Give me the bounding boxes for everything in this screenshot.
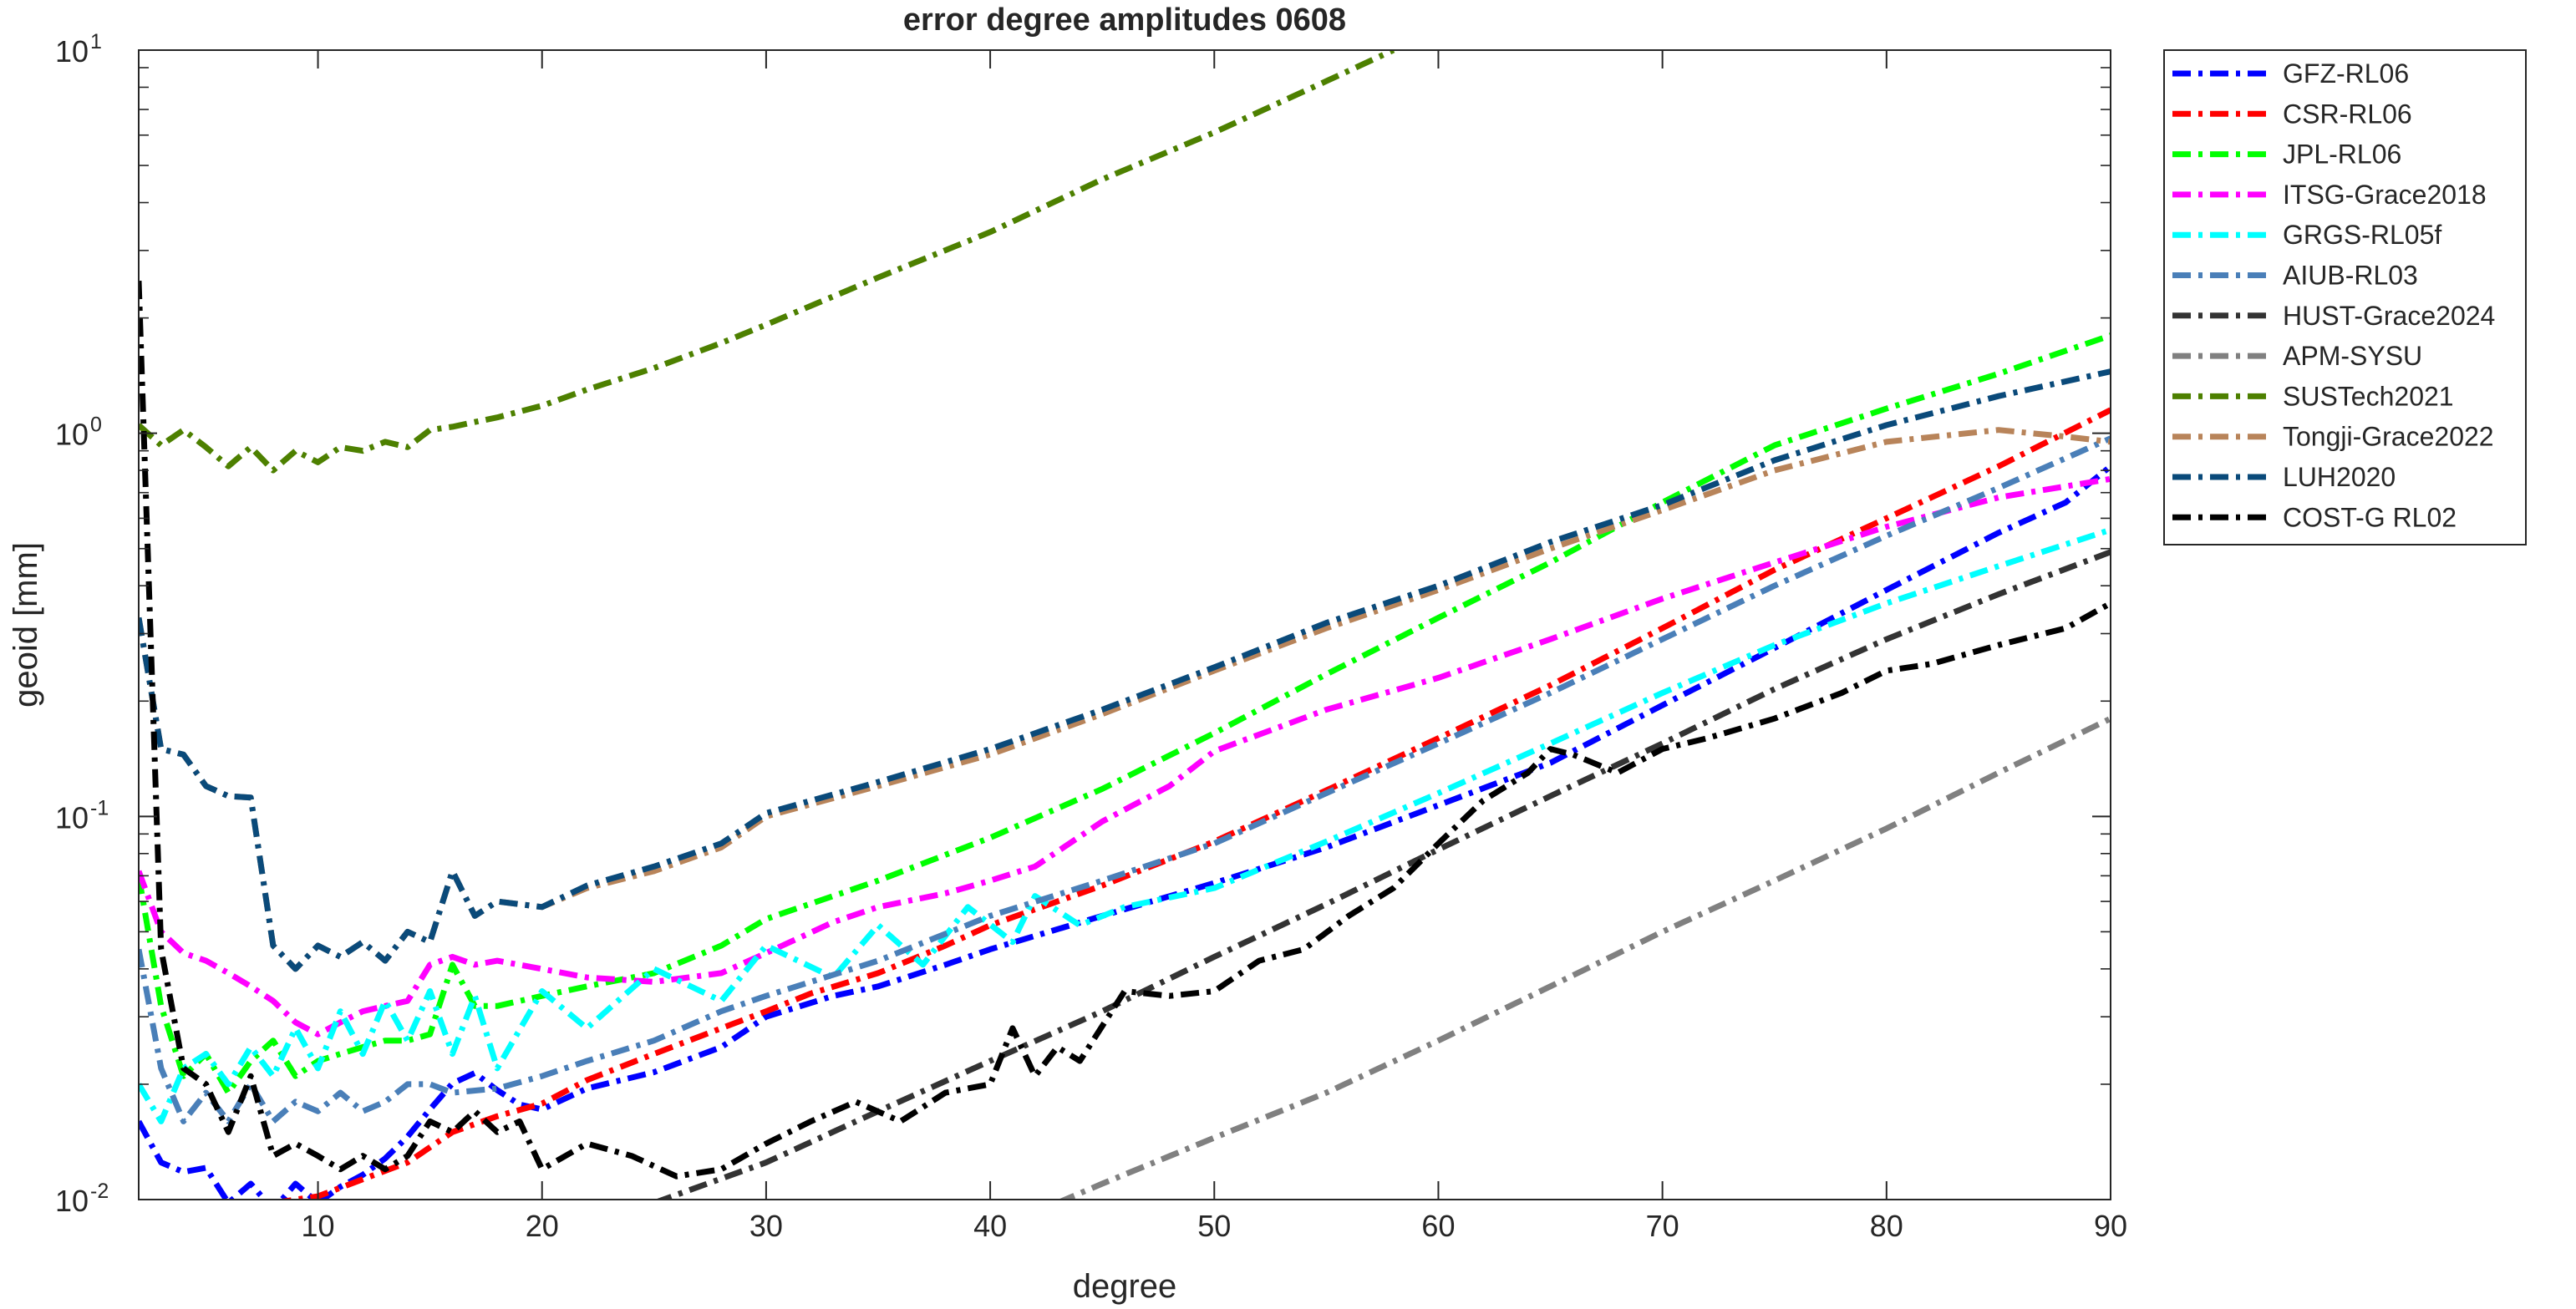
y-tick-label: 10 (55, 1184, 89, 1218)
x-tick-label: 80 (1870, 1209, 1903, 1243)
x-tick-label: 30 (749, 1209, 783, 1243)
legend-label: SUSTech2021 (2283, 381, 2454, 411)
axes-box (138, 49, 2111, 1200)
x-tick-label: 10 (302, 1209, 335, 1243)
legend-label: AIUB-RL03 (2283, 261, 2418, 291)
series-line-hust-grace2024 (654, 549, 2111, 1200)
x-tick-label: 50 (1197, 1209, 1231, 1243)
series-line-apm-sysu (1057, 716, 2111, 1200)
legend-label: JPL-RL06 (2283, 140, 2401, 170)
chart-title: error degree amplitudes 0608 (903, 3, 1346, 38)
y-tick-exponent: -1 (90, 796, 109, 819)
x-tick-label: 40 (973, 1209, 1007, 1243)
series-line-itsg-grace2018 (139, 475, 2111, 1038)
y-tick-exponent: -2 (90, 1180, 109, 1203)
series-line-csr-rl06 (276, 407, 2111, 1200)
series-line-luh2020 (139, 368, 2111, 972)
legend: GFZ-RL06 CSR-RL06 JPL-RL06 ITSG-Grace2018 GR… (2163, 49, 2527, 545)
y-tick-exponent: 1 (90, 30, 102, 53)
x-tick-label: 60 (1421, 1209, 1455, 1243)
x-tick-label: 70 (1646, 1209, 1679, 1243)
legend-label: COST-G RL02 (2283, 502, 2457, 532)
y-tick-label: 10 (55, 34, 89, 68)
legend-label: CSR-RL06 (2283, 99, 2412, 129)
legend-label: LUH2020 (2283, 462, 2396, 492)
legend-label: Tongji-Grace2022 (2283, 422, 2494, 452)
x-tick-label: 20 (526, 1209, 559, 1243)
x-axis-label: degree (1073, 1268, 1177, 1305)
y-tick-exponent: 0 (90, 414, 102, 437)
series-layer (139, 50, 2111, 1200)
legend-label: ITSG-Grace2018 (2283, 180, 2487, 210)
y-tick-label: 10 (55, 418, 89, 452)
series-line-cost-g-rl02 (139, 280, 2111, 1180)
legend-label: APM-SYSU (2283, 341, 2422, 371)
x-tick-label: 90 (2094, 1209, 2127, 1243)
legend-box (2163, 49, 2527, 545)
y-tick-label: 10 (55, 800, 89, 835)
y-axis-label: geoid [mm] (8, 542, 44, 708)
legend-label: GRGS-RL05f (2283, 220, 2441, 250)
legend-label: GFZ-RL06 (2283, 58, 2409, 89)
series-line-sustech2021 (139, 50, 1395, 474)
legend-label: HUST-Grace2024 (2283, 301, 2495, 331)
